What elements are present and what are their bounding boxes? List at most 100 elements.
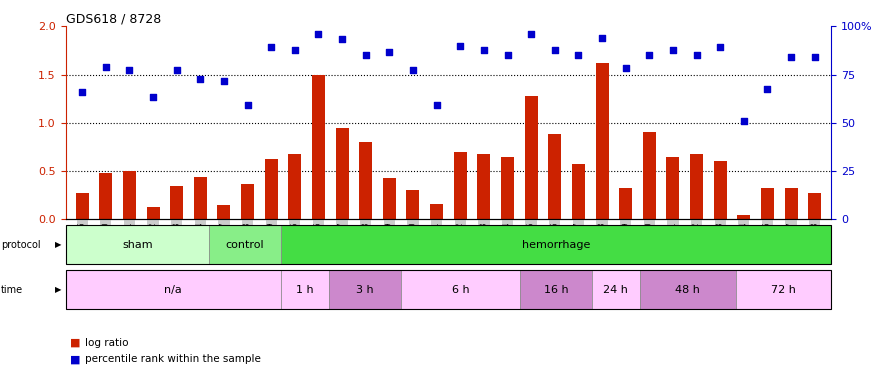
- Point: [453, 43, 467, 49]
- Text: GSM16641: GSM16641: [125, 221, 134, 262]
- Bar: [690, 154, 703, 219]
- Text: GSM16638: GSM16638: [243, 221, 252, 262]
- Text: GSM16653: GSM16653: [480, 221, 488, 263]
- Text: GSM16640: GSM16640: [102, 221, 110, 263]
- Bar: [521, 270, 592, 309]
- Point: [690, 52, 704, 58]
- Text: 16 h: 16 h: [543, 285, 569, 295]
- Text: GSM16652: GSM16652: [456, 221, 465, 262]
- Text: GSM16649: GSM16649: [385, 221, 394, 263]
- Text: GSM16660: GSM16660: [645, 221, 654, 263]
- Point: [737, 118, 751, 124]
- Text: 24 h: 24 h: [604, 285, 628, 295]
- Text: hemorrhage: hemorrhage: [522, 240, 591, 250]
- Point: [406, 67, 420, 73]
- Bar: [401, 270, 521, 309]
- Bar: [430, 204, 443, 219]
- Bar: [407, 190, 419, 219]
- Point: [571, 52, 585, 58]
- Text: GSM16664: GSM16664: [739, 221, 748, 263]
- Text: 72 h: 72 h: [771, 285, 796, 295]
- Point: [241, 102, 255, 108]
- Point: [524, 31, 538, 37]
- Text: GSM16648: GSM16648: [361, 221, 370, 262]
- Bar: [643, 132, 655, 219]
- Point: [335, 36, 349, 42]
- Bar: [714, 161, 726, 219]
- Point: [146, 94, 160, 100]
- Text: log ratio: log ratio: [85, 338, 129, 348]
- Text: GSM16651: GSM16651: [432, 221, 441, 262]
- Point: [312, 31, 326, 37]
- Point: [760, 86, 774, 92]
- Bar: [66, 225, 209, 264]
- Text: percentile rank within the sample: percentile rank within the sample: [85, 354, 261, 364]
- Point: [666, 47, 680, 53]
- Bar: [281, 270, 329, 309]
- Text: ▶: ▶: [55, 240, 61, 249]
- Bar: [620, 189, 632, 219]
- Text: 6 h: 6 h: [452, 285, 469, 295]
- Text: GSM16644: GSM16644: [196, 221, 205, 263]
- Bar: [194, 177, 206, 219]
- Text: GSM16663: GSM16663: [716, 221, 724, 263]
- Point: [99, 64, 113, 70]
- Bar: [265, 159, 277, 219]
- Point: [500, 52, 514, 58]
- Text: GSM16667: GSM16667: [787, 221, 795, 263]
- Point: [548, 47, 562, 53]
- Bar: [242, 184, 254, 219]
- Text: GSM16668: GSM16668: [810, 221, 819, 262]
- Point: [619, 65, 633, 71]
- Bar: [360, 142, 372, 219]
- Text: GSM16657: GSM16657: [574, 221, 583, 263]
- Text: ■: ■: [70, 354, 80, 364]
- Bar: [99, 173, 112, 219]
- Text: sham: sham: [123, 240, 153, 250]
- Text: GSM16645: GSM16645: [290, 221, 299, 263]
- Bar: [761, 189, 774, 219]
- Bar: [525, 96, 537, 219]
- Bar: [785, 188, 798, 219]
- Bar: [281, 225, 831, 264]
- Point: [595, 35, 609, 41]
- Text: GSM16655: GSM16655: [527, 221, 536, 263]
- Text: GSM16637: GSM16637: [220, 221, 228, 263]
- Text: GSM16662: GSM16662: [692, 221, 701, 262]
- Bar: [640, 270, 736, 309]
- Bar: [592, 270, 640, 309]
- Bar: [454, 152, 466, 219]
- Text: GSM16666: GSM16666: [763, 221, 772, 263]
- Text: GSM16647: GSM16647: [338, 221, 346, 263]
- Text: ■: ■: [70, 338, 80, 348]
- Point: [170, 67, 184, 73]
- Point: [359, 52, 373, 58]
- Text: GSM16659: GSM16659: [621, 221, 630, 263]
- Bar: [66, 270, 281, 309]
- Point: [75, 89, 89, 95]
- Point: [713, 45, 727, 51]
- Text: protocol: protocol: [1, 240, 40, 250]
- Bar: [329, 270, 401, 309]
- Text: GSM16639: GSM16639: [267, 221, 276, 263]
- Text: time: time: [1, 285, 23, 295]
- Bar: [596, 63, 608, 219]
- Bar: [736, 270, 831, 309]
- Text: GSM16642: GSM16642: [149, 221, 157, 262]
- Text: GSM16654: GSM16654: [503, 221, 512, 263]
- Point: [217, 78, 231, 84]
- Text: n/a: n/a: [164, 285, 182, 295]
- Bar: [218, 205, 230, 219]
- Text: GSM16658: GSM16658: [598, 221, 606, 262]
- Bar: [336, 128, 348, 219]
- Text: control: control: [226, 240, 264, 250]
- Bar: [75, 193, 88, 219]
- Text: GSM16656: GSM16656: [550, 221, 559, 263]
- Point: [808, 54, 822, 60]
- Text: GSM16636: GSM16636: [78, 221, 87, 263]
- Point: [477, 47, 491, 53]
- Point: [382, 50, 396, 55]
- Bar: [123, 171, 136, 219]
- Point: [264, 45, 278, 51]
- Bar: [289, 154, 301, 219]
